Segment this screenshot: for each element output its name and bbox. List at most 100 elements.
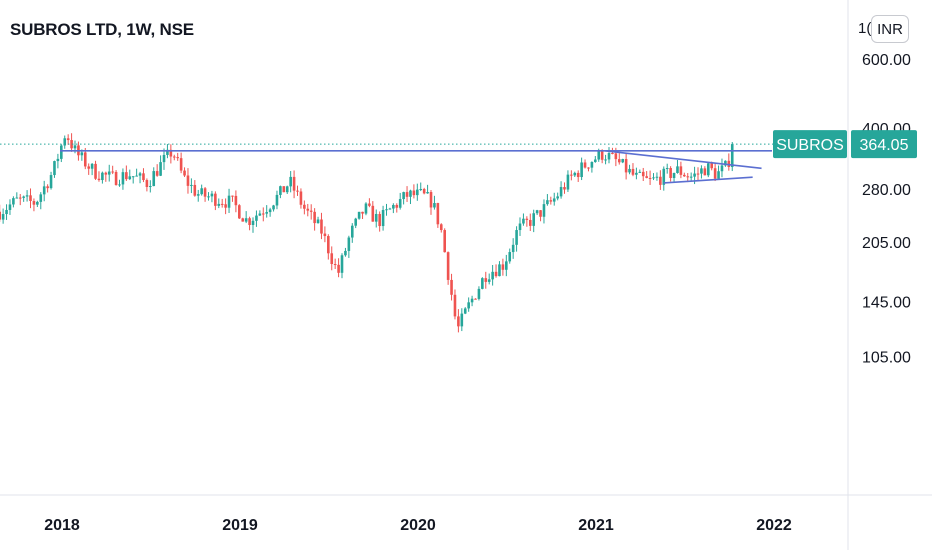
candle-body — [600, 150, 604, 160]
candle — [368, 198, 371, 208]
candle-body — [234, 195, 238, 206]
candle-body — [220, 203, 224, 205]
candle-body — [446, 252, 450, 280]
candle — [703, 166, 707, 176]
candle-body — [532, 213, 535, 226]
candle-body — [402, 192, 405, 200]
candle — [316, 216, 320, 224]
candle — [409, 189, 412, 205]
time-tick-label: 2020 — [400, 517, 436, 534]
candle — [566, 170, 570, 192]
candle — [220, 198, 224, 208]
candle-body — [652, 177, 655, 179]
candle-body — [696, 173, 700, 175]
candle-body — [683, 174, 686, 177]
candle-body — [279, 186, 282, 195]
candle-body — [214, 193, 217, 206]
candle — [125, 165, 128, 181]
candle-body — [573, 172, 577, 176]
candle — [706, 162, 710, 178]
candle — [518, 217, 522, 236]
candle-body — [121, 172, 125, 185]
plot-area[interactable] — [0, 133, 848, 333]
candle-body — [241, 218, 245, 222]
candle — [97, 171, 101, 182]
candle — [443, 228, 446, 253]
candle-body — [624, 159, 628, 173]
candle-body — [494, 271, 498, 277]
candle-body — [347, 237, 351, 251]
candle-body — [282, 186, 286, 193]
candle — [511, 238, 515, 259]
candle-body — [522, 218, 525, 224]
candle — [333, 258, 337, 269]
candle-body — [617, 159, 621, 163]
candle-body — [320, 219, 323, 234]
candle-body — [90, 163, 94, 169]
candle-body — [628, 168, 631, 173]
candle-body — [268, 209, 272, 213]
candle-body — [330, 253, 334, 265]
candle — [549, 196, 553, 205]
candle — [94, 160, 97, 180]
candle-body — [621, 159, 624, 163]
candle — [162, 148, 166, 170]
candle — [457, 309, 460, 333]
candle — [203, 186, 207, 202]
candle — [405, 186, 409, 202]
candle-body — [73, 145, 77, 149]
candle — [494, 264, 498, 278]
candle — [570, 170, 573, 181]
candle — [337, 258, 340, 278]
candle — [689, 172, 693, 181]
candle-body — [186, 175, 190, 186]
candle-body — [689, 176, 693, 178]
candle-body — [556, 196, 559, 199]
candle-body — [463, 308, 467, 314]
candle — [159, 155, 162, 177]
candle — [522, 213, 525, 226]
candle-body — [350, 225, 354, 238]
candle — [361, 211, 364, 219]
candle-body — [196, 194, 200, 196]
candle-body — [398, 199, 402, 208]
currency-button[interactable]: INR — [871, 15, 909, 43]
candle-body — [289, 176, 292, 187]
candle-body — [145, 180, 149, 187]
candle-body — [118, 184, 121, 186]
candle — [439, 223, 443, 233]
candle — [56, 153, 60, 169]
candle-body — [265, 212, 268, 214]
time-tick-label: 2019 — [222, 517, 258, 534]
candle — [282, 186, 286, 193]
candle-body — [258, 213, 262, 216]
time-axis[interactable]: 2018 2019 2020 2021 2022 — [44, 517, 792, 534]
candle-body — [104, 172, 108, 175]
candle — [679, 161, 683, 179]
candle — [179, 152, 183, 174]
candle — [696, 167, 700, 182]
chart-title: SUBROS LTD, 1W, NSE — [10, 20, 194, 39]
candle-body — [546, 200, 549, 205]
candle-body — [549, 200, 553, 202]
candle — [419, 182, 423, 192]
candle — [241, 217, 245, 222]
candle — [491, 264, 494, 286]
candle-body — [453, 294, 457, 317]
candle-body — [706, 163, 710, 176]
candle — [542, 199, 546, 224]
candle-body — [388, 208, 392, 210]
candle-body — [323, 233, 327, 237]
candle — [340, 253, 344, 279]
candle — [624, 152, 628, 180]
candle-body — [713, 168, 717, 179]
candle-body — [193, 184, 197, 196]
price-tick-top-partial: 1( — [858, 20, 872, 37]
candle — [525, 216, 529, 227]
candle — [183, 167, 186, 178]
candle-body — [703, 168, 707, 176]
candle — [200, 184, 203, 196]
candle-body — [114, 171, 118, 186]
